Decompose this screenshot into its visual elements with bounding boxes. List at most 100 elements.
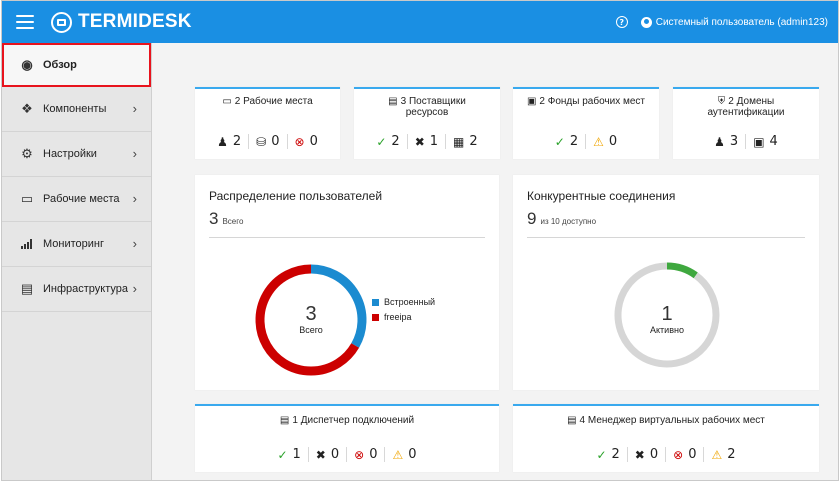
sidebar-item-label: Рабочие места [43,193,120,205]
sidebar-item-label: Настройки [43,148,97,160]
chart-title: Распределение пользователей [209,189,383,203]
users-count: 2 [232,134,242,149]
warning-icon: ⚠ [593,134,604,149]
card-stats: ✓ 1 ✖ 0 ⊗ 0 ⚠ 0 [195,447,499,462]
sidebar-item-label: Обзор [43,59,77,71]
tools-icon: ✖ [414,134,425,149]
connections-donut-chart [614,262,720,368]
sidebar-item-monitoring[interactable]: Мониторинг › [2,222,151,267]
users-donut-chart [255,264,367,376]
database-icon: ⛁ [256,134,267,149]
card-stats: ♟ 2 ⛁ 0 ⊗ 0 [195,134,340,149]
signal-bars-icon [18,237,36,252]
chevron-right-icon: › [132,236,137,251]
card-stats: ♟ 3 ▣ 4 [673,134,819,149]
legend-item: freeipa [372,312,435,322]
providers-card[interactable]: ▤ 3 Поставщики ресурсов ✓ 2 ✖ 1 ▦ 2 [354,87,500,159]
card-title: ▣ 2 Фонды рабочих мест [526,96,646,107]
sidebar-item-label: Инфраструктура [43,283,129,295]
cubes-icon: ❖ [21,101,33,116]
tools-icon: ✖ [315,447,326,462]
user-icon [640,16,652,28]
logo[interactable]: TERMIDESK [51,11,192,33]
ok-count: 2 [391,134,400,149]
warning-icon: ⚠ [392,447,404,462]
available-value: 9 из 10 доступно [527,209,597,228]
dashboard: ▭ 2 Рабочие места ♟ 2 ⛁ 0 ⊗ 0 ▤ 3 Поставщики р… [153,43,838,480]
legend-item: Встроенный [372,297,435,307]
top-bar: TERMIDESK ? Системный пользователь (admi… [2,1,838,43]
server-icon: ▤ [279,415,290,426]
chevron-right-icon: › [132,146,137,161]
card-stats: ✓ 2 ✖ 1 ▦ 2 [354,134,500,149]
service-icon: ▦ [453,134,465,149]
tools-icon: ✖ [634,447,645,462]
vdi-manager-card[interactable]: ▤ 4 Менеджер виртуальных рабочих мест ✓ 2 … [513,404,819,472]
user-menu[interactable]: Системный пользователь (admin123) [655,16,828,28]
donut-center: 1 Активно [650,303,684,335]
tachometer-icon: ◉ [21,57,33,72]
sidebar-item-label: Мониторинг [43,238,105,250]
logo-text: TERMIDESK [78,11,192,32]
donut-slice-0 [666,262,698,279]
error-icon: ⊗ [673,447,684,462]
desktop-icon: ▣ [526,96,537,107]
server-icon: ▤ [388,96,398,107]
monitor-icon: ▭ [222,96,232,107]
check-circle-icon: ✓ [277,447,288,462]
sidebar-item-overview[interactable]: ◉ Обзор [2,43,151,87]
logo-icon [51,11,72,33]
error-count: 0 [309,134,318,149]
cogs-icon: ⚙ [21,146,33,161]
donut-center: 3 Всего [299,303,323,335]
concurrent-connections-card: Конкурентные соединения 9 из 10 доступно … [513,175,819,390]
ok-count: 2 [569,134,579,149]
card-stats: ✓ 2 ✖ 0 ⊗ 0 ⚠ 2 [513,447,819,462]
users-count: 3 [729,134,739,149]
card-stats: ✓ 2 ⚠ 0 [513,134,659,149]
sidebar-item-components[interactable]: ❖ Компоненты › [2,87,151,132]
group-icon: ▣ [753,134,765,149]
chart-legend: Встроенный freeipa [372,297,435,327]
sidebar: ◉ Обзор ❖ Компоненты › ⚙ Настройки › ▭ Р… [2,43,152,480]
help-icon[interactable]: ? [615,16,628,28]
check-circle-icon: ✓ [596,447,607,462]
card-title: ▭ 2 Рабочие места [222,96,313,107]
card-title: ⛨ 2 Домены аутентификации [707,96,785,118]
donut-slice-1 [614,262,720,368]
sidebar-item-settings[interactable]: ⚙ Настройки › [2,132,151,177]
db-count: 0 [271,134,280,149]
monitor-icon: ▭ [20,191,34,206]
card-title: ▤ 1 Диспетчер подключений [279,415,415,426]
error-icon: ⊗ [294,134,305,149]
check-circle-icon: ✓ [376,134,387,149]
warning-icon: ⚠ [711,447,723,462]
header-actions: ? Системный пользователь (admin123) [615,16,828,28]
menu-toggle-icon[interactable] [16,15,34,29]
pools-card[interactable]: ▣ 2 Фонды рабочих мест ✓ 2 ⚠ 0 [513,87,659,159]
divider [527,237,805,238]
error-icon: ⊗ [354,447,365,462]
sidebar-item-label: Компоненты [43,103,107,115]
users-distribution-card: Распределение пользователей 3 Всего 3 Все… [195,175,499,390]
shield-icon: ⛨ [717,96,726,107]
sidebar-item-workplaces[interactable]: ▭ Рабочие места › [2,177,151,222]
maintenance-count: 1 [429,134,439,149]
server-icon: ▤ [567,415,577,426]
warning-count: 0 [608,134,618,149]
users-icon: ♟ [217,134,228,149]
donut-slice-1 [255,264,360,376]
chevron-right-icon: › [132,101,137,116]
check-circle-icon: ✓ [554,134,565,149]
connection-dispatcher-card[interactable]: ▤ 1 Диспетчер подключений ✓ 1 ✖ 0 ⊗ 0 ⚠ 0 [195,404,499,472]
donut-slice-0 [310,264,367,348]
total-value: 3 Всего [209,209,244,228]
users-icon: ♟ [714,134,725,149]
domains-card[interactable]: ⛨ 2 Домены аутентификации ♟ 3 ▣ 4 [673,87,819,159]
workplaces-card[interactable]: ▭ 2 Рабочие места ♟ 2 ⛁ 0 ⊗ 0 [195,87,340,159]
chevron-right-icon: › [132,191,137,206]
sidebar-item-infrastructure[interactable]: ▤ Инфраструктура › [2,267,151,312]
chevron-right-icon: › [132,281,137,296]
service-count: 2 [469,134,478,149]
